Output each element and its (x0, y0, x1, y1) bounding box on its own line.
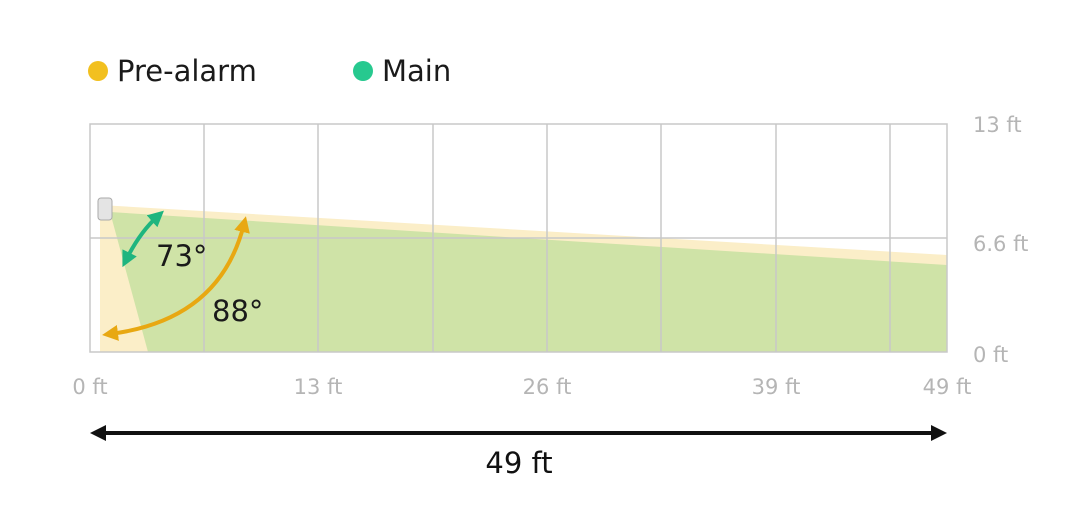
main-zone (110, 212, 947, 352)
camera-icon (97, 197, 113, 221)
x-label: 39 ft (752, 375, 801, 399)
x-label: 26 ft (523, 375, 572, 399)
x-label: 0 ft (72, 375, 107, 399)
pre-alarm-angle-arrow (102, 216, 250, 341)
legend: Pre-alarm Main (88, 54, 451, 88)
legend-label: Pre-alarm (117, 54, 257, 88)
y-label: 6.6 ft (973, 232, 1028, 256)
camera (97, 197, 113, 221)
zones (100, 205, 947, 352)
legend-dot (353, 61, 373, 81)
y-label: 13 ft (973, 113, 1022, 137)
legend-label: Main (382, 54, 451, 88)
distance-label: 49 ft (485, 446, 552, 480)
legend-dot (88, 61, 108, 81)
pre-alarm-angle: 88° (212, 294, 263, 328)
x-label: 13 ft (294, 375, 343, 399)
main-angle: 73° (156, 239, 207, 273)
y-label: 0 ft (973, 343, 1008, 367)
x-label: 49 ft (923, 375, 972, 399)
